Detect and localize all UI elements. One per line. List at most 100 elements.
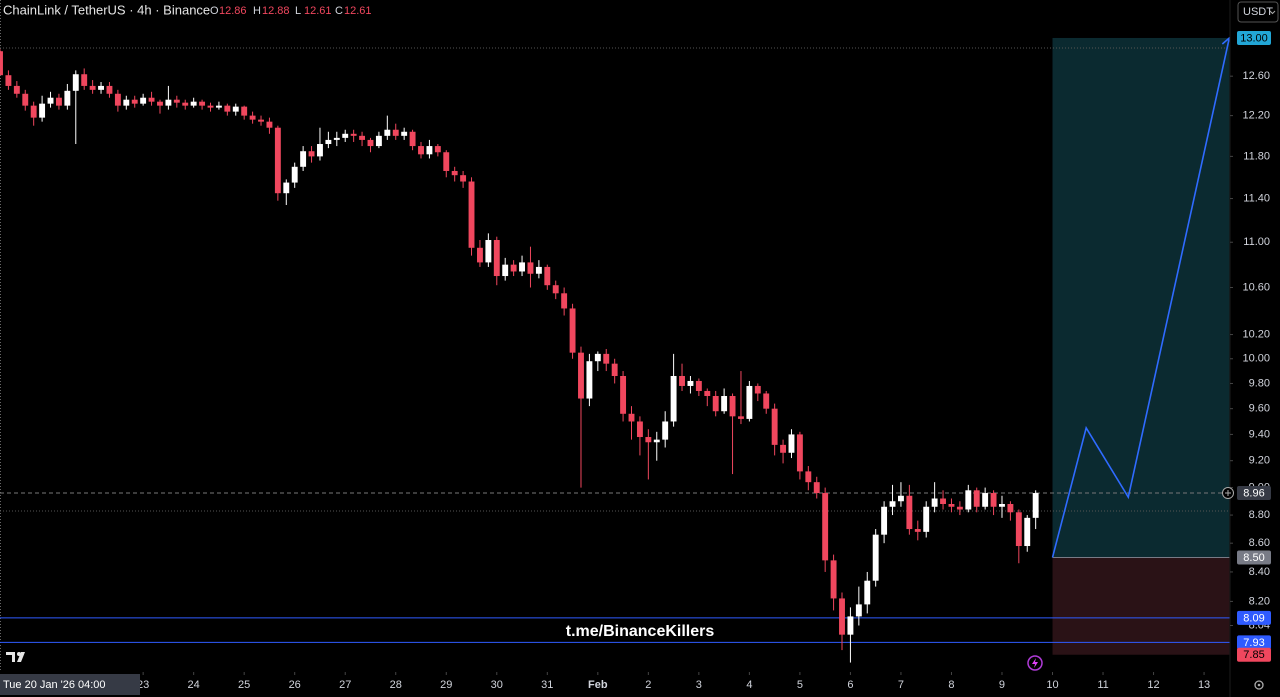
candle-body	[384, 129, 391, 136]
y-tick-label: 9.40	[1249, 428, 1270, 440]
currency-button-frame[interactable]	[1237, 1, 1279, 23]
candle-body	[855, 604, 862, 617]
candle-body	[493, 240, 500, 277]
candle-body	[872, 534, 879, 581]
candle-body	[224, 105, 231, 112]
candle-body	[1032, 493, 1039, 518]
candle-body	[409, 131, 416, 147]
y-tick-label: 8.40	[1249, 566, 1270, 578]
candle-body	[317, 144, 323, 157]
candle-body	[611, 363, 618, 377]
candle-body	[999, 503, 1005, 507]
candle-body	[796, 434, 803, 472]
candle-body	[207, 105, 214, 108]
candle-body	[830, 560, 837, 599]
x-tick-label: 2	[645, 679, 651, 691]
y-tick-label: 11.00	[1243, 236, 1270, 248]
x-tick-label: 11	[1097, 679, 1108, 691]
candle-body	[81, 74, 88, 86]
candle-body	[914, 529, 921, 532]
candle-body	[729, 396, 736, 417]
time-axis-bg	[0, 672, 1280, 697]
candle-body	[889, 501, 896, 507]
gear-ring[interactable]	[1254, 680, 1264, 690]
candle-body	[476, 247, 483, 263]
settings-icon[interactable]	[1254, 680, 1264, 690]
candle-body	[569, 308, 576, 353]
candle-body	[249, 115, 256, 120]
candle-body	[965, 490, 972, 510]
candle-body	[931, 498, 938, 507]
candle-body	[258, 119, 264, 122]
candle-body	[22, 93, 29, 106]
x-tick-label: 29	[440, 679, 452, 691]
x-tick-label: 6	[847, 679, 853, 691]
candle-body	[300, 151, 307, 167]
y-tick-label: 10.60	[1242, 281, 1270, 293]
candle-body	[771, 408, 778, 445]
candle-body	[695, 380, 702, 391]
candle-body	[89, 85, 96, 90]
candle-body	[199, 101, 206, 106]
x-tick-label: 25	[238, 679, 250, 691]
currency-button[interactable]: USDT	[1237, 1, 1279, 23]
candle-body	[173, 99, 180, 103]
candle-body	[780, 444, 787, 453]
icon-ring[interactable]	[1027, 655, 1043, 671]
y-tick-label: 9.80	[1249, 377, 1270, 389]
price-badge-label: 13.00	[1240, 32, 1268, 44]
candle-body	[519, 262, 525, 272]
candle-body	[451, 170, 458, 176]
candle-body	[392, 129, 399, 136]
dropdown-chevron[interactable]	[1269, 10, 1276, 15]
candle-body	[578, 352, 584, 399]
icon-bolt[interactable]	[1032, 658, 1038, 668]
candle-body	[897, 495, 904, 502]
candle-body	[763, 393, 770, 409]
candle-body	[906, 495, 913, 530]
gear-center[interactable]	[1257, 683, 1261, 687]
currency-label[interactable]: USDT	[1243, 6, 1273, 18]
candle-body	[333, 137, 340, 140]
candle-body	[367, 139, 374, 147]
candle-body	[1024, 517, 1031, 547]
candle-body	[106, 85, 113, 94]
x-tick-label: 26	[289, 679, 301, 691]
x-tick-label: 4	[746, 679, 752, 691]
candle-body	[148, 97, 155, 102]
candle-body	[881, 506, 888, 535]
x-tick-label: 12	[1147, 679, 1159, 691]
candle-body	[502, 264, 509, 277]
watermark: t.me/BinanceKillers	[566, 623, 715, 640]
candle-body	[973, 490, 980, 507]
candle-body	[72, 74, 79, 91]
x-tick-label: Feb	[588, 679, 608, 691]
candle-body	[30, 105, 37, 118]
x-tick-label: 5	[797, 679, 803, 691]
price-badge-label: 7.93	[1243, 637, 1264, 649]
candle-body	[266, 121, 273, 128]
ohlc-key: L	[295, 5, 301, 17]
x-tick-label: 10	[1046, 679, 1058, 691]
candle-body	[620, 376, 627, 414]
price-badge	[1237, 486, 1271, 501]
y-tick-label: 12.20	[1242, 110, 1270, 122]
candle-body	[535, 266, 542, 274]
y-tick-label: 9.20	[1249, 455, 1270, 467]
candle-body	[645, 437, 652, 443]
candle-body	[182, 102, 189, 106]
x-tick-label: 23	[137, 679, 149, 691]
lightning-icon[interactable]	[1027, 655, 1043, 671]
candle-body	[55, 97, 62, 106]
crosshair-date: Tue 20 Jan '26	[3, 679, 75, 691]
candle-body	[241, 106, 248, 116]
candle-body	[1007, 503, 1014, 513]
y-tick-label: 8.60	[1249, 537, 1270, 549]
candle-body	[847, 616, 854, 635]
candle-body	[805, 471, 812, 483]
y-tick-label: 8.20	[1249, 595, 1270, 607]
ohlc-value: 12.61	[344, 5, 372, 17]
loss-zone	[1052, 557, 1230, 655]
